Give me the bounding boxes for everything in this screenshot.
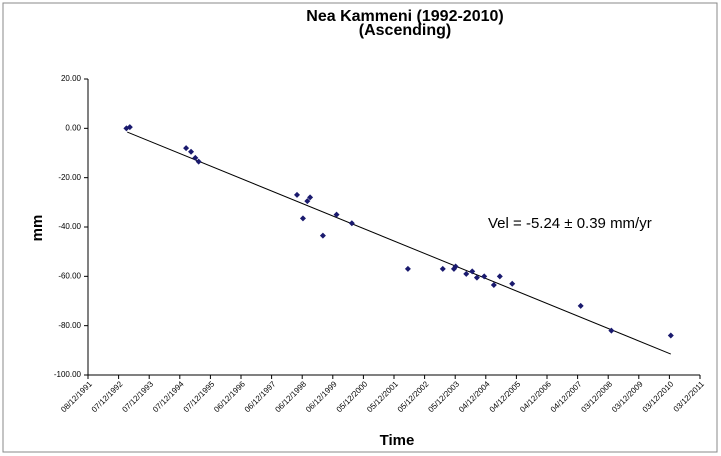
data-point xyxy=(496,273,503,280)
data-point xyxy=(463,270,470,277)
data-point xyxy=(195,158,202,165)
data-point xyxy=(188,148,195,155)
chart-subtitle: (Ascending) xyxy=(359,22,451,39)
y-tick-label: -20.00 xyxy=(58,173,81,182)
data-point xyxy=(469,268,476,275)
y-tick-label: 20.00 xyxy=(61,74,82,83)
x-axis-label: Time xyxy=(380,432,415,449)
data-point xyxy=(481,273,488,280)
data-point xyxy=(183,145,190,152)
data-point xyxy=(404,265,411,272)
data-point xyxy=(319,232,326,239)
y-tick-label: 0.00 xyxy=(65,123,81,132)
y-tick-label: -80.00 xyxy=(58,321,81,330)
data-point xyxy=(509,280,516,287)
data-point xyxy=(473,274,480,281)
annotation: Vel = -5.24 ± 0.39 mm/yr xyxy=(488,215,652,232)
data-point xyxy=(667,332,674,339)
data-point xyxy=(608,327,615,334)
data-point xyxy=(348,220,355,227)
trendline xyxy=(127,131,672,355)
data-point xyxy=(294,191,301,198)
data-point xyxy=(307,194,314,201)
chart-title: Nea Kammeni (1992-2010) xyxy=(306,8,503,25)
data-point xyxy=(439,265,446,272)
y-axis-label: mm xyxy=(29,215,46,242)
y-tick-label: -100.00 xyxy=(54,370,82,379)
data-point xyxy=(299,215,306,222)
data-point xyxy=(577,302,584,309)
data-point xyxy=(452,263,459,270)
data-point xyxy=(304,198,311,205)
data-point xyxy=(192,154,199,161)
y-tick-label: -60.00 xyxy=(58,271,81,280)
data-point xyxy=(333,211,340,218)
data-point xyxy=(126,124,133,131)
data-point xyxy=(490,281,497,288)
y-tick-label: -40.00 xyxy=(58,222,81,231)
